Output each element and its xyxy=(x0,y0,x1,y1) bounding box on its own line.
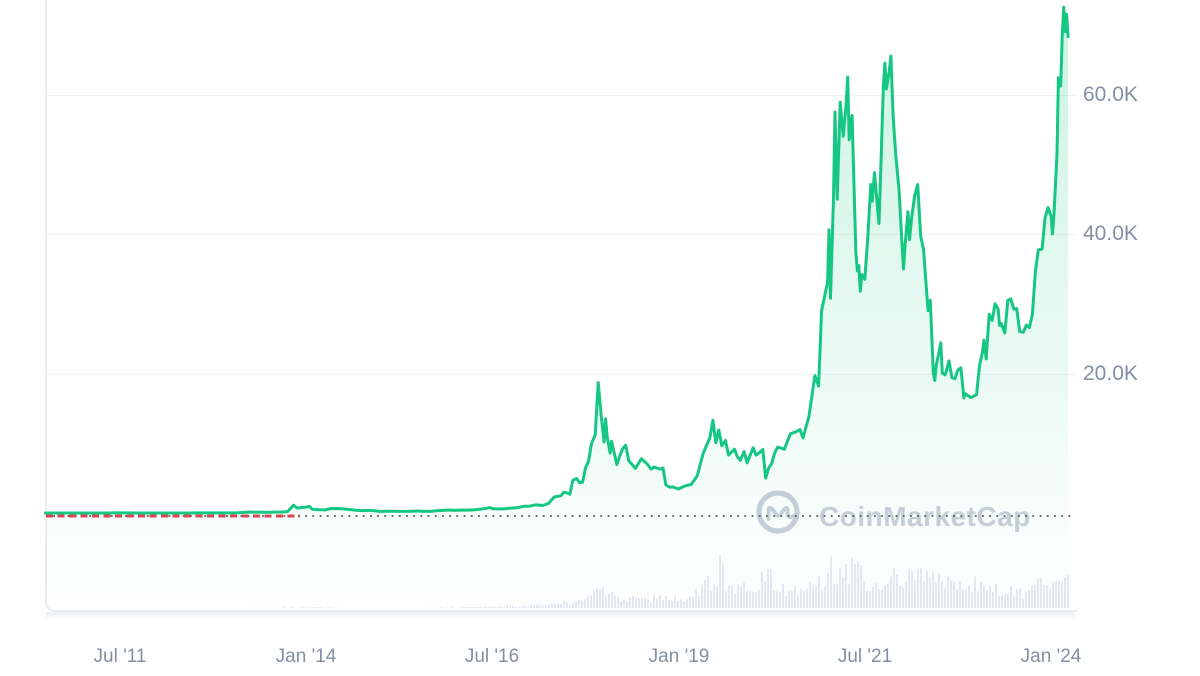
y-axis-label-40k: 40.0K xyxy=(1083,222,1138,245)
x-axis-label-jul-16: Jul '16 xyxy=(464,646,520,667)
x-axis-label-jul-11: Jul '11 xyxy=(93,646,147,667)
y-axis-label-20k: 20.0K xyxy=(1083,362,1138,385)
volume-bars xyxy=(254,554,1069,608)
price-area-fill xyxy=(45,7,1069,611)
x-axis-label-jan-14: Jan '14 xyxy=(275,646,337,667)
y-axis-label-60k: 60.0K xyxy=(1083,83,1138,106)
btc-price-line xyxy=(44,5,1070,515)
x-axis-label-jul-21: Jul '21 xyxy=(837,646,893,667)
chart-plot-hover-area[interactable] xyxy=(46,0,1072,610)
gridline-40k xyxy=(46,234,1075,235)
x-axis-label-jan-19: Jan '19 xyxy=(648,646,710,667)
x-axis-label-jan-24: Jan '24 xyxy=(1020,646,1082,667)
gridline-60k xyxy=(46,95,1075,96)
gridline-20k xyxy=(46,374,1075,375)
